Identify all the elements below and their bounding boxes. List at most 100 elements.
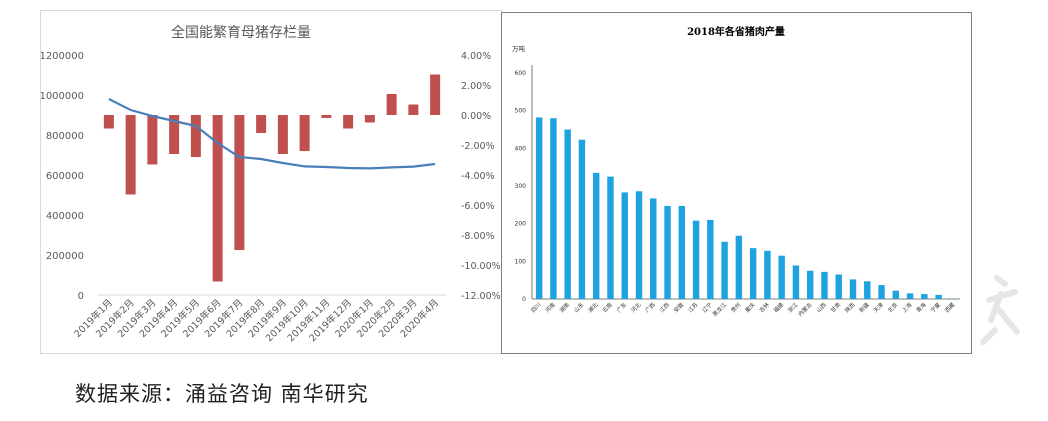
bar xyxy=(277,115,288,154)
x-tick: 陕西 xyxy=(843,300,857,314)
y-right-tick: 2.00% xyxy=(461,81,491,92)
bar xyxy=(664,205,671,299)
y-right-tick: -6.00% xyxy=(461,201,495,212)
x-tick: 上海 xyxy=(900,300,914,314)
y-left-tick: 600000 xyxy=(46,171,84,182)
bar xyxy=(692,220,700,299)
y-right-tick: -4.00% xyxy=(461,171,495,182)
bar xyxy=(892,290,900,299)
x-tick: 江西 xyxy=(658,301,671,314)
y-right-tick: -12.00% xyxy=(461,291,501,302)
chart-title: 全国能繁育母猪存栏量 xyxy=(171,24,311,41)
bar xyxy=(878,285,885,299)
x-tick: 广西 xyxy=(643,300,657,314)
y-tick: 300 xyxy=(515,183,527,190)
sow-inventory-svg: 全国能繁育母猪存栏量 0 200000 400000 600000 800000 10000… xyxy=(41,24,501,344)
x-tick: 河北 xyxy=(629,300,643,314)
y-right-tick: 0.00% xyxy=(461,111,491,122)
source-note: 数据来源：涌益咨询 南华研究 xyxy=(75,382,369,406)
bar xyxy=(864,281,871,299)
bar xyxy=(792,265,800,299)
y-right-tick: -8.00% xyxy=(461,231,495,242)
bar xyxy=(778,255,785,299)
x-tick: 内蒙古 xyxy=(796,300,814,318)
bar xyxy=(147,115,158,165)
y-left-tick: 200000 xyxy=(46,251,84,262)
x-tick: 北京 xyxy=(886,300,900,314)
bar xyxy=(256,115,267,133)
bar xyxy=(749,248,757,299)
bar xyxy=(386,94,397,115)
bar xyxy=(321,115,332,118)
y-tick: 0 xyxy=(522,296,526,303)
bar xyxy=(849,279,857,299)
bar xyxy=(821,271,828,299)
y-left-tick: 400000 xyxy=(46,211,84,222)
y-axis-label: 万吨 xyxy=(512,44,526,53)
x-tick: 四川 xyxy=(530,301,543,314)
bar xyxy=(564,129,571,299)
x-tick: 新疆 xyxy=(857,300,871,314)
bar xyxy=(299,115,310,151)
chart-title: 2018年各省猪肉产量 xyxy=(687,25,785,38)
bar xyxy=(650,198,657,299)
x-tick: 江苏 xyxy=(686,300,700,314)
bar xyxy=(430,74,441,115)
x-tick: 山东 xyxy=(572,300,586,314)
x-tick: 山西 xyxy=(814,300,828,314)
x-tick: 青海 xyxy=(914,300,928,314)
bar xyxy=(621,192,628,299)
bar xyxy=(607,176,614,299)
bar xyxy=(535,117,543,300)
x-tick: 广东 xyxy=(615,300,629,314)
bar xyxy=(125,115,136,195)
x-tick: 云南 xyxy=(600,300,614,314)
x-tick: 湖南 xyxy=(558,300,572,314)
x-tick: 湖北 xyxy=(586,300,600,314)
pork-output-chart: 2018年各省猪肉产量 万吨 0 100 200 300 400 500 600 四川 河南 湖南 山东… xyxy=(501,12,972,354)
y-tick: 600 xyxy=(515,70,527,77)
bar xyxy=(190,115,201,157)
y-right-tick: -2.00% xyxy=(461,141,495,152)
y-right-tick: -10.00% xyxy=(461,261,501,272)
sow-inventory-chart: 全国能繁育母猪存栏量 0 200000 400000 600000 800000 10000… xyxy=(40,10,502,354)
bar xyxy=(364,115,375,123)
y-left-tick: 0 xyxy=(78,291,84,302)
x-tick: 重庆 xyxy=(743,300,757,314)
bar xyxy=(212,115,223,282)
x-tick: 黑龙江 xyxy=(711,300,729,318)
bar xyxy=(764,250,771,299)
bar xyxy=(408,104,419,115)
bar xyxy=(735,235,743,299)
bar xyxy=(103,115,114,129)
bar xyxy=(343,115,354,129)
bar xyxy=(592,172,600,299)
x-tick: 甘肃 xyxy=(829,300,843,314)
watermark-icon xyxy=(980,275,1020,345)
y-tick: 500 xyxy=(515,108,527,115)
y-left-tick: 1000000 xyxy=(41,91,84,102)
x-tick: 西藏 xyxy=(943,300,957,314)
bar xyxy=(906,293,914,299)
bar xyxy=(678,205,686,299)
y-tick: 200 xyxy=(515,221,527,228)
y-left-tick: 800000 xyxy=(46,131,84,142)
line-series xyxy=(108,98,436,170)
bar xyxy=(234,115,245,250)
x-tick: 贵州 xyxy=(729,301,742,314)
y-tick: 400 xyxy=(515,145,527,152)
x-tick: 辽宁 xyxy=(700,300,714,314)
bar xyxy=(578,139,586,299)
y-left-tick: 1200000 xyxy=(41,51,84,62)
y-tick: 100 xyxy=(515,258,527,265)
x-tick: 福建 xyxy=(772,300,786,314)
x-tick: 宁夏 xyxy=(929,300,943,314)
bar xyxy=(169,115,180,154)
bar xyxy=(707,219,714,299)
x-tick: 天津 xyxy=(872,301,885,314)
bar xyxy=(721,241,728,299)
x-tick: 浙江 xyxy=(786,300,800,314)
bar xyxy=(921,294,928,299)
bar xyxy=(835,274,842,299)
